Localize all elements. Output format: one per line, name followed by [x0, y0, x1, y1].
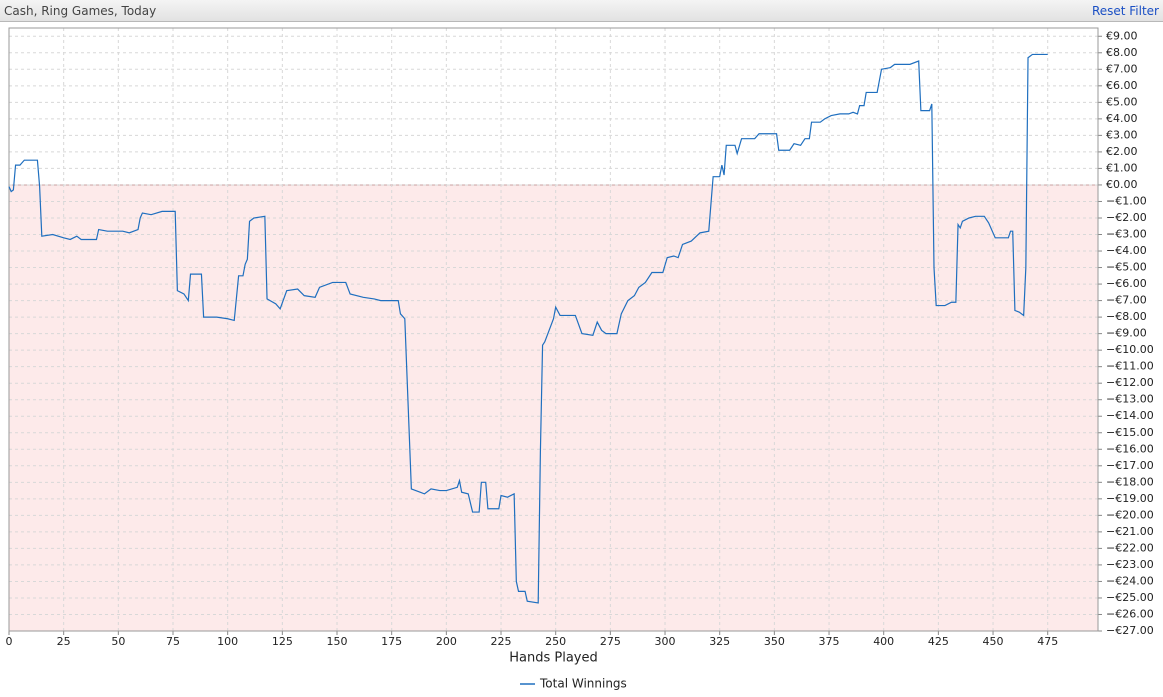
y-tick-label: −€18.00 — [1106, 475, 1154, 488]
y-tick-label: −€21.00 — [1106, 525, 1154, 538]
x-tick-label: 425 — [928, 635, 949, 648]
x-tick-label: 0 — [6, 635, 13, 648]
y-tick-label: −€3.00 — [1106, 228, 1147, 241]
y-tick-label: €7.00 — [1106, 62, 1138, 75]
x-tick-label: 275 — [600, 635, 621, 648]
x-tick-label: 475 — [1037, 635, 1058, 648]
x-tick-label: 200 — [436, 635, 457, 648]
y-tick-label: €8.00 — [1106, 46, 1138, 59]
y-tick-label: −€15.00 — [1106, 426, 1154, 439]
y-tick-label: −€14.00 — [1106, 409, 1154, 422]
y-tick-label: −€13.00 — [1106, 393, 1154, 406]
filter-label: Cash, Ring Games, Today — [4, 4, 157, 18]
y-tick-label: −€27.00 — [1106, 624, 1154, 637]
y-tick-label: −€26.00 — [1106, 607, 1154, 620]
y-tick-label: −€19.00 — [1106, 492, 1154, 505]
x-tick-label: 175 — [381, 635, 402, 648]
y-tick-label: −€20.00 — [1106, 508, 1154, 521]
x-tick-label: 225 — [491, 635, 512, 648]
y-tick-label: −€4.00 — [1106, 244, 1147, 257]
y-tick-label: −€2.00 — [1106, 211, 1147, 224]
x-tick-label: 150 — [327, 635, 348, 648]
y-tick-label: −€25.00 — [1106, 591, 1154, 604]
y-tick-label: €1.00 — [1106, 161, 1138, 174]
x-axis-label: Hands Played — [509, 651, 598, 666]
x-tick-label: 325 — [709, 635, 730, 648]
x-tick-label: 250 — [545, 635, 566, 648]
reset-filter-button[interactable]: Reset Filter — [1091, 4, 1159, 18]
y-tick-label: −€8.00 — [1106, 310, 1147, 323]
x-tick-label: 350 — [764, 635, 785, 648]
y-tick-label: €5.00 — [1106, 95, 1138, 108]
x-tick-label: 400 — [873, 635, 894, 648]
x-tick-label: 300 — [655, 635, 676, 648]
legend-label: Total Winnings — [539, 677, 627, 691]
y-tick-label: −€11.00 — [1106, 360, 1154, 373]
y-tick-label: −€9.00 — [1106, 327, 1147, 340]
y-tick-label: −€16.00 — [1106, 442, 1154, 455]
y-tick-label: −€6.00 — [1106, 277, 1147, 290]
chart: €9.00 €8.00 €7.00 €6.00 €5.00 €4.00 €3.00 €2.00… — [6, 27, 1154, 691]
x-tick-label: 25 — [57, 635, 71, 648]
y-tick-label: €0.00 — [1106, 178, 1138, 191]
x-tick-label: 100 — [217, 635, 238, 648]
y-tick-label: €9.00 — [1106, 29, 1138, 42]
y-tick-label: €6.00 — [1106, 79, 1138, 92]
y-tick-label: €3.00 — [1106, 128, 1138, 141]
series-line — [8, 53, 1048, 604]
y-tick-label: −€24.00 — [1106, 574, 1154, 587]
x-tick-label: 50 — [111, 635, 125, 648]
negative-region — [9, 184, 1098, 632]
plot-frame — [8, 27, 1099, 632]
x-tick-label: 125 — [272, 635, 293, 648]
y-tick-label: −€1.00 — [1106, 194, 1147, 207]
y-tick-label: −€23.00 — [1106, 558, 1154, 571]
y-tick-label: €4.00 — [1106, 112, 1138, 125]
y-tick-label: −€5.00 — [1106, 261, 1147, 274]
y-tick-label: −€22.00 — [1106, 541, 1154, 554]
y-tick-label: €2.00 — [1106, 145, 1138, 158]
x-tick-label: 75 — [166, 635, 180, 648]
x-tick-label: 375 — [819, 635, 840, 648]
y-tick-label: −€10.00 — [1106, 343, 1154, 356]
filter-bar: Cash, Ring Games, Today Reset Filter — [0, 0, 1163, 22]
y-tick-label: −€17.00 — [1106, 459, 1154, 472]
y-tick-label: −€7.00 — [1106, 294, 1147, 307]
y-tick-label: −€12.00 — [1106, 376, 1154, 389]
x-tick-label: 450 — [983, 635, 1004, 648]
